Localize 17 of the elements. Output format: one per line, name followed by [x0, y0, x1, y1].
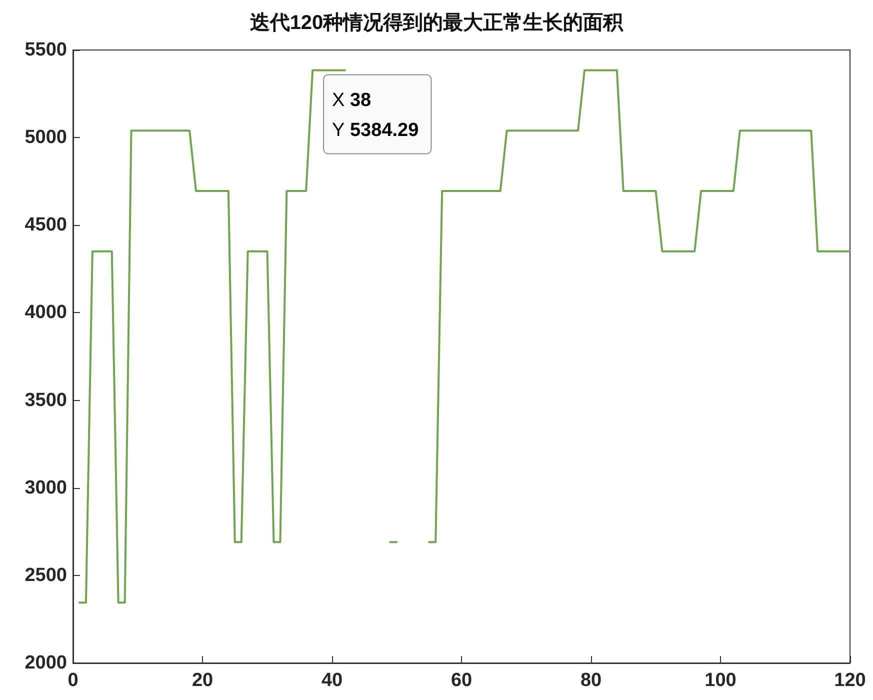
annotation: X 38 Y 5384.29	[332, 90, 419, 141]
x-tick-label: 0	[68, 670, 78, 691]
x-tick-label: 120	[834, 670, 866, 691]
x-tick-label: 40	[321, 670, 343, 691]
chart-title: 迭代120种情况得到的最大正常生长的面积	[250, 12, 624, 34]
x-tick-label: 20	[192, 670, 214, 691]
y-tick-label: 5000	[24, 127, 67, 148]
y-tick-label: 2000	[24, 652, 67, 674]
x-tick-label: 60	[450, 670, 472, 691]
y-tick-label: 2500	[24, 564, 67, 586]
y-tick-label: 5500	[24, 40, 67, 60]
x-tick-label: 80	[580, 670, 602, 691]
y-tick-label: 3500	[24, 390, 67, 411]
y-tick-label: 4500	[24, 214, 67, 236]
y-tick-label: 3000	[24, 477, 67, 498]
y-tick-label: 4000	[24, 302, 67, 324]
x-tick-label: 100	[704, 670, 736, 691]
